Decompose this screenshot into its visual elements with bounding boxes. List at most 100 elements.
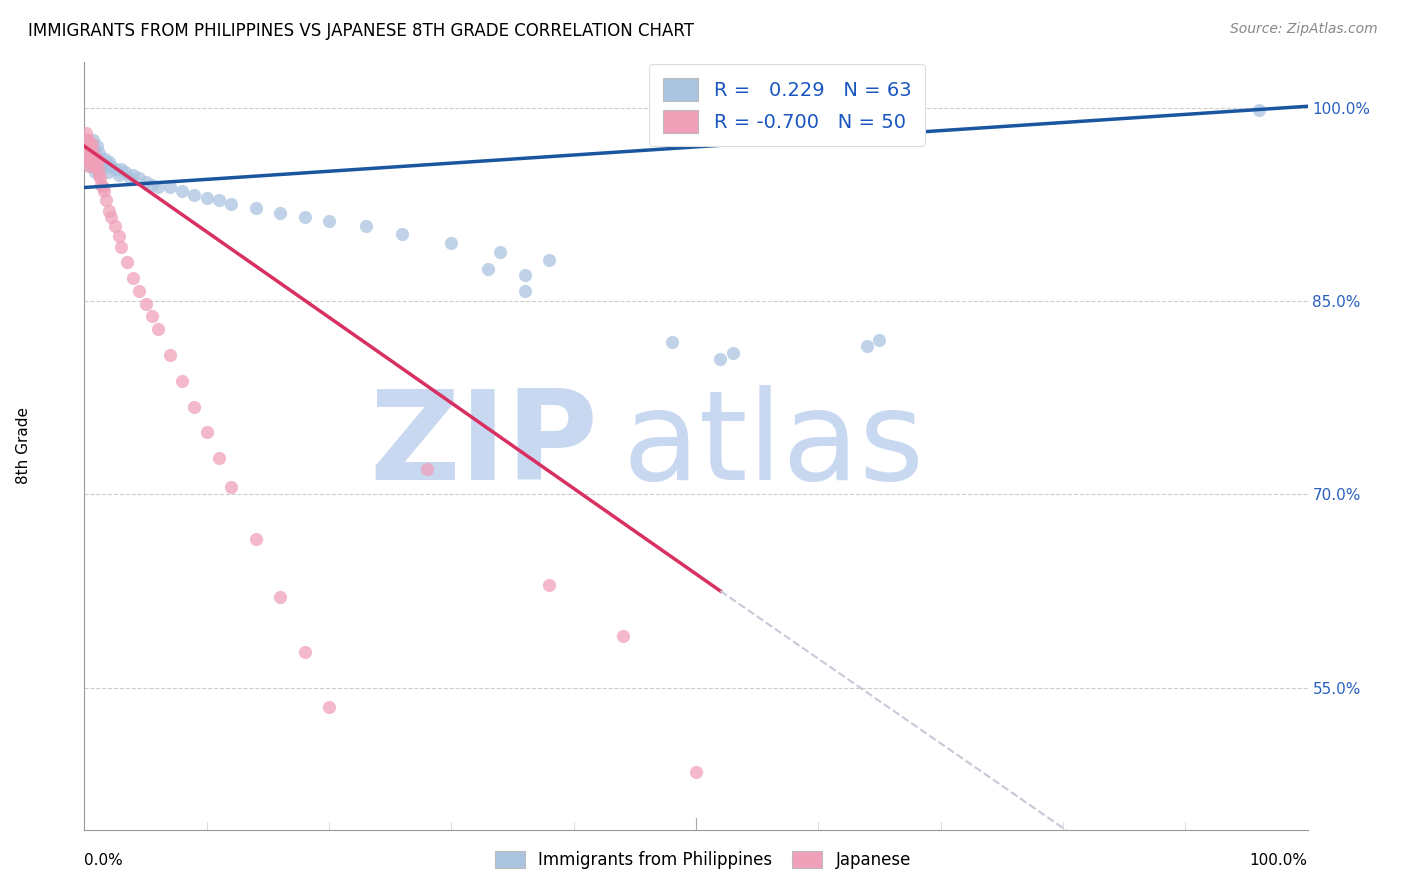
Point xyxy=(86,139,108,153)
Point xyxy=(83,154,105,169)
Point xyxy=(77,142,100,156)
Point xyxy=(146,180,169,194)
Point xyxy=(77,154,100,169)
Point xyxy=(294,645,316,659)
Point xyxy=(489,244,512,259)
Point xyxy=(97,203,120,218)
Point xyxy=(208,451,231,466)
Point xyxy=(87,162,110,177)
Text: 8th Grade: 8th Grade xyxy=(15,408,31,484)
Point xyxy=(269,591,291,605)
Point xyxy=(80,154,103,169)
Point xyxy=(90,178,112,192)
Point xyxy=(96,194,118,208)
Point xyxy=(86,152,108,166)
Point xyxy=(100,210,122,224)
Point xyxy=(87,152,110,166)
Point xyxy=(1247,103,1270,117)
Point xyxy=(208,194,231,208)
Point xyxy=(84,159,107,173)
Point xyxy=(87,168,110,182)
Point xyxy=(114,165,136,179)
Point xyxy=(94,152,117,166)
Point xyxy=(538,577,561,591)
Point xyxy=(118,171,141,186)
Point xyxy=(115,255,138,269)
Text: Source: ZipAtlas.com: Source: ZipAtlas.com xyxy=(1230,22,1378,37)
Point xyxy=(87,165,110,179)
Point xyxy=(104,162,127,177)
Point xyxy=(122,270,145,285)
Point xyxy=(135,296,157,310)
Point xyxy=(513,284,536,298)
Point xyxy=(84,165,107,179)
Point xyxy=(100,159,122,173)
Point xyxy=(195,191,218,205)
Point xyxy=(219,480,242,494)
Point xyxy=(77,159,100,173)
Point xyxy=(245,201,267,215)
Point xyxy=(79,154,101,169)
Point xyxy=(869,333,891,347)
Point xyxy=(416,461,439,475)
Point xyxy=(513,268,536,282)
Point xyxy=(77,152,100,166)
Point xyxy=(96,159,118,173)
Point xyxy=(318,700,340,714)
Point xyxy=(159,348,181,362)
Point xyxy=(97,165,120,179)
Point xyxy=(80,136,103,151)
Text: IMMIGRANTS FROM PHILIPPINES VS JAPANESE 8TH GRADE CORRELATION CHART: IMMIGRANTS FROM PHILIPPINES VS JAPANESE … xyxy=(28,22,695,40)
Point xyxy=(219,197,242,211)
Point xyxy=(76,145,98,160)
Point xyxy=(77,133,100,147)
Point xyxy=(110,240,132,254)
Point xyxy=(159,180,181,194)
Text: atlas: atlas xyxy=(623,385,925,507)
Point xyxy=(75,145,97,160)
Point xyxy=(89,154,111,169)
Legend: R =   0.229   N = 63, R = -0.700   N = 50: R = 0.229 N = 63, R = -0.700 N = 50 xyxy=(650,64,925,146)
Point xyxy=(86,154,108,169)
Point xyxy=(91,180,114,194)
Point xyxy=(79,159,101,173)
Point xyxy=(440,235,463,250)
Point xyxy=(93,185,115,199)
Point xyxy=(318,214,340,228)
Point xyxy=(172,374,194,388)
Point xyxy=(245,533,267,547)
Point xyxy=(76,152,98,166)
Point xyxy=(107,229,129,244)
Text: 0.0%: 0.0% xyxy=(84,853,124,868)
Point xyxy=(183,400,205,414)
Point xyxy=(82,145,104,160)
Point xyxy=(76,133,98,147)
Point xyxy=(104,219,127,234)
Point xyxy=(661,335,683,350)
Point xyxy=(89,171,111,186)
Point xyxy=(75,126,97,140)
Text: ZIP: ZIP xyxy=(370,385,598,507)
Point xyxy=(391,227,413,241)
Point xyxy=(128,171,150,186)
Point xyxy=(97,154,120,169)
Point xyxy=(294,210,316,224)
Point xyxy=(269,206,291,220)
Point xyxy=(721,345,744,359)
Point xyxy=(82,152,104,166)
Point xyxy=(93,159,115,173)
Point xyxy=(172,185,194,199)
Point xyxy=(83,159,105,173)
Legend: Immigrants from Philippines, Japanese: Immigrants from Philippines, Japanese xyxy=(485,841,921,880)
Point xyxy=(110,162,132,177)
Point xyxy=(709,351,731,366)
Point xyxy=(90,152,112,166)
Point xyxy=(354,219,377,234)
Point xyxy=(183,188,205,202)
Point xyxy=(77,142,100,156)
Text: 100.0%: 100.0% xyxy=(1250,853,1308,868)
Point xyxy=(79,145,101,160)
Point xyxy=(685,764,707,779)
Point xyxy=(83,142,105,156)
Point xyxy=(128,284,150,298)
